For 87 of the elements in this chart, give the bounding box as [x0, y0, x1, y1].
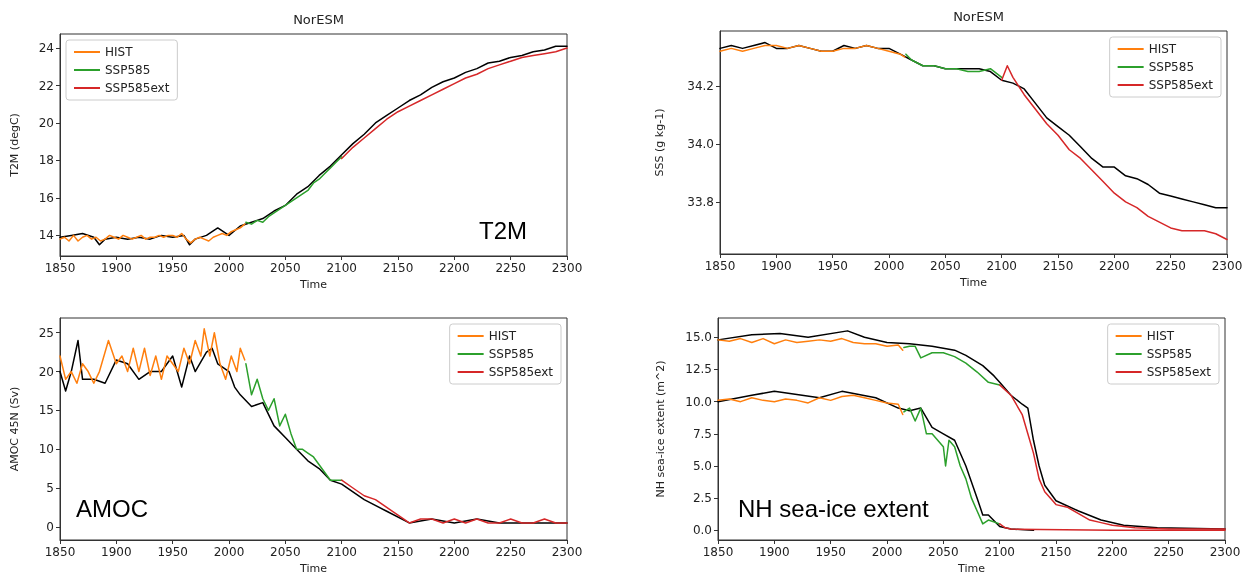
legend-label: SSP585ext — [488, 365, 554, 379]
x-tick-label: 2050 — [270, 261, 301, 275]
x-axis-title: Time — [957, 561, 986, 575]
y-tick-label: 25 — [38, 325, 54, 340]
x-tick-label: 2250 — [1153, 545, 1184, 559]
annotation: AMOC — [76, 494, 148, 522]
x-tick-label: 1900 — [759, 545, 790, 559]
y-tick-label: 2.5 — [692, 491, 712, 506]
y-axis-title: NH sea-ice extent (m^2) — [654, 360, 667, 498]
y-tick-label: 34.0 — [687, 136, 714, 151]
x-tick-label: 2100 — [326, 545, 357, 559]
x-tick-label: 2100 — [986, 259, 1017, 273]
y-tick-label: 24 — [38, 41, 54, 56]
y-axis-title: AMOC 45N (Sv) — [8, 386, 21, 472]
x-tick-label: 2200 — [439, 545, 470, 559]
y-axis-title: T2M (degC) — [8, 113, 21, 178]
x-tick-label: 2000 — [873, 259, 905, 273]
x-tick-label: 2300 — [1209, 545, 1241, 559]
y-tick-label: 0.0 — [692, 523, 712, 538]
y-axis-title: SSS (g kg-1) — [653, 108, 666, 177]
x-tick-label: 1900 — [101, 261, 132, 275]
x-tick-label: 2250 — [495, 545, 526, 559]
x-tick-label: 2300 — [551, 545, 583, 559]
annotation: NH sea-ice extent — [738, 494, 930, 522]
y-tick-label: 34.2 — [687, 79, 714, 94]
x-tick-label: 2200 — [439, 261, 470, 275]
annotation: T2M — [479, 216, 527, 244]
x-tick-label: 1950 — [157, 545, 188, 559]
x-tick-label: 2000 — [213, 545, 245, 559]
legend-label: SSP585ext — [1146, 365, 1212, 379]
legend-label: SSP585ext — [1148, 78, 1214, 92]
y-tick-label: 33.8 — [687, 194, 714, 209]
legend-label: SSP585 — [105, 63, 151, 77]
x-tick-label: 2150 — [1042, 259, 1074, 273]
legend-label: HIST — [488, 329, 517, 343]
x-tick-label: 2150 — [382, 261, 414, 275]
x-axis-title: Time — [299, 277, 328, 291]
x-tick-label: 2000 — [213, 261, 245, 275]
chart-title: NorESM — [293, 12, 344, 27]
x-tick-label: 2250 — [1155, 259, 1186, 273]
y-tick-label: 14 — [38, 228, 54, 243]
x-tick-label: 2050 — [930, 259, 961, 273]
x-tick-label: 1850 — [704, 259, 736, 273]
x-tick-label: 2300 — [1211, 259, 1243, 273]
x-tick-label: 2050 — [270, 545, 301, 559]
x-tick-label: 2200 — [1099, 259, 1130, 273]
legend-label: SSP585 — [1148, 60, 1195, 74]
legend-label: HIST — [1148, 42, 1177, 56]
x-tick-label: 1850 — [702, 545, 734, 559]
x-tick-label: 2100 — [326, 261, 357, 275]
x-tick-label: 2150 — [1040, 545, 1072, 559]
x-axis-title: Time — [959, 275, 988, 289]
y-tick-label: 12.5 — [685, 362, 712, 377]
x-tick-label: 2100 — [984, 545, 1015, 559]
y-tick-label: 15 — [38, 403, 54, 418]
x-tick-label: 1950 — [815, 545, 846, 559]
x-axis-title: Time — [299, 561, 328, 575]
y-tick-label: 20 — [38, 364, 54, 379]
y-tick-label: 16 — [38, 190, 54, 205]
legend-label: SSP585ext — [105, 81, 170, 95]
y-tick-label: 10.0 — [685, 394, 712, 409]
y-tick-label: 22 — [38, 78, 54, 93]
x-tick-label: 1850 — [44, 545, 76, 559]
chart-title: NorESM — [953, 9, 1004, 24]
y-tick-label: 18 — [38, 153, 54, 168]
legend-label: HIST — [105, 45, 134, 59]
x-tick-label: 2150 — [382, 545, 414, 559]
x-tick-label: 2300 — [551, 261, 583, 275]
y-tick-label: 7.5 — [692, 426, 712, 441]
x-tick-label: 2200 — [1097, 545, 1128, 559]
y-tick-label: 15.0 — [685, 330, 712, 345]
x-tick-label: 2250 — [495, 261, 526, 275]
legend-label: SSP585 — [1146, 347, 1193, 361]
y-tick-label: 5 — [46, 480, 54, 495]
x-tick-label: 1850 — [44, 261, 76, 275]
y-tick-label: 10 — [38, 442, 54, 457]
y-tick-label: 5.0 — [692, 459, 712, 473]
x-tick-label: 1950 — [157, 261, 188, 275]
legend-label: SSP585 — [488, 347, 535, 361]
legend-label: HIST — [1146, 329, 1175, 343]
y-tick-label: 20 — [38, 115, 54, 130]
x-tick-label: 1900 — [761, 259, 792, 273]
x-tick-label: 1900 — [101, 545, 132, 559]
x-tick-label: 1950 — [817, 259, 848, 273]
y-tick-label: 0 — [46, 519, 54, 534]
x-tick-label: 2050 — [928, 545, 959, 559]
x-tick-label: 2000 — [871, 545, 903, 559]
